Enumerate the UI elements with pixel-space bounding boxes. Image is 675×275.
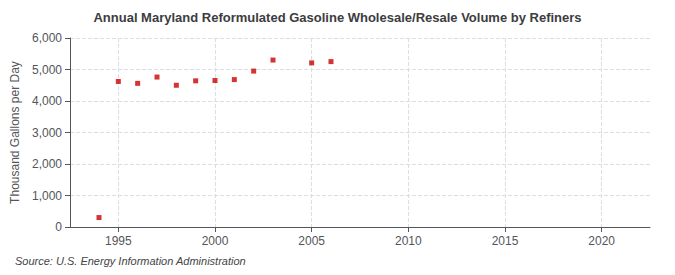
svg-text:Thousand Gallons per Day: Thousand Gallons per Day [8, 61, 22, 204]
svg-text:0: 0 [55, 220, 62, 234]
svg-text:Source: U.S. Energy Informatio: Source: U.S. Energy Information Administ… [15, 255, 246, 267]
svg-text:1,000: 1,000 [32, 189, 62, 203]
svg-text:3,000: 3,000 [32, 126, 62, 140]
svg-text:2020: 2020 [588, 234, 615, 248]
svg-text:2015: 2015 [492, 234, 519, 248]
svg-text:Annual Maryland Reformulated G: Annual Maryland Reformulated Gasoline Wh… [93, 10, 581, 25]
svg-text:2000: 2000 [202, 234, 229, 248]
svg-text:1995: 1995 [105, 234, 132, 248]
svg-text:2005: 2005 [298, 234, 325, 248]
svg-text:6,000: 6,000 [32, 31, 62, 45]
svg-text:4,000: 4,000 [32, 94, 62, 108]
svg-text:2,000: 2,000 [32, 157, 62, 171]
svg-text:2010: 2010 [395, 234, 422, 248]
svg-text:5,000: 5,000 [32, 63, 62, 77]
